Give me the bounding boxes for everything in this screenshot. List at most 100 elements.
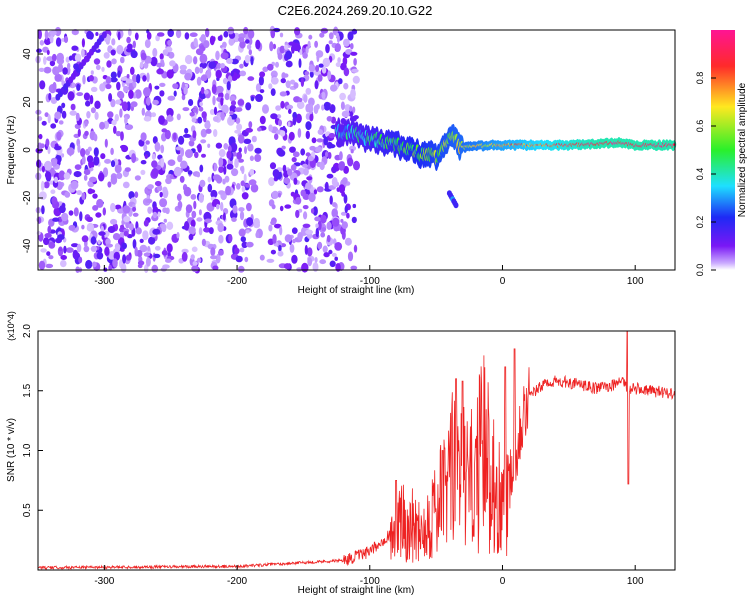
heatmap-cell bbox=[239, 247, 245, 253]
heatmap-cell bbox=[317, 220, 322, 231]
heatmap-cell bbox=[195, 48, 204, 56]
heatmap-cell bbox=[338, 78, 343, 85]
heatmap-cell bbox=[121, 101, 128, 112]
heatmap-cell bbox=[278, 192, 281, 198]
heatmap-cell bbox=[128, 223, 134, 231]
heatmap-cell bbox=[68, 224, 76, 231]
heatmap-cell bbox=[352, 106, 356, 114]
spectrogram-x-ticks: -300 -200 -100 0 100 bbox=[94, 265, 644, 287]
heatmap-cell bbox=[217, 222, 224, 233]
heatmap-cell bbox=[289, 243, 295, 253]
heatmap-cell bbox=[305, 182, 312, 190]
heatmap-cell bbox=[323, 101, 331, 111]
heatmap-cell bbox=[339, 92, 346, 101]
heatmap-cell bbox=[203, 40, 210, 49]
heatmap-cell bbox=[311, 137, 317, 144]
heatmap-cell bbox=[218, 249, 224, 256]
heatmap-cell bbox=[241, 241, 248, 249]
heatmap-cell bbox=[139, 238, 144, 243]
heatmap-cell bbox=[201, 153, 206, 158]
x-tick-label: -300 bbox=[94, 576, 114, 587]
heatmap-cell bbox=[277, 149, 286, 157]
heatmap-cell bbox=[296, 101, 305, 110]
heatmap-cell bbox=[245, 127, 254, 133]
heatmap-cell bbox=[254, 147, 262, 154]
heatmap-cell bbox=[49, 30, 57, 36]
heatmap-cell bbox=[192, 108, 197, 113]
heatmap-cell bbox=[128, 89, 134, 100]
heatmap-cell bbox=[115, 99, 122, 105]
heatmap-cell bbox=[49, 35, 54, 44]
heatmap-cell bbox=[147, 184, 154, 190]
heatmap-cell bbox=[218, 234, 224, 244]
heatmap-cell bbox=[243, 173, 247, 183]
heatmap-cell bbox=[279, 130, 286, 137]
heatmap-cell bbox=[88, 75, 94, 82]
heatmap-cell bbox=[95, 64, 101, 71]
heatmap-cell bbox=[284, 234, 292, 243]
heatmap-cell bbox=[272, 43, 277, 50]
heatmap-cell bbox=[156, 62, 163, 68]
heatmap-cell bbox=[147, 206, 153, 214]
spectrogram-main-signal bbox=[334, 117, 677, 172]
heatmap-cell bbox=[325, 43, 330, 54]
heatmap-cell bbox=[39, 143, 45, 149]
heatmap-cell bbox=[190, 219, 196, 228]
heatmap-cell bbox=[246, 202, 252, 212]
heatmap-cell bbox=[95, 212, 102, 218]
heatmap-cell bbox=[298, 208, 303, 213]
x-tick-label: -100 bbox=[360, 576, 380, 587]
heatmap-cell bbox=[218, 149, 226, 158]
heatmap-cell bbox=[268, 224, 273, 232]
heatmap-cell bbox=[244, 146, 247, 155]
snr-y-axis-label: SNR (10 * v/v) bbox=[6, 418, 17, 482]
heatmap-cell bbox=[99, 121, 106, 130]
heatmap-cell bbox=[36, 159, 42, 168]
heatmap-cell bbox=[137, 260, 145, 266]
heatmap-cell bbox=[326, 221, 332, 230]
heatmap-cell bbox=[259, 71, 266, 78]
heatmap-cell bbox=[179, 68, 187, 75]
heatmap-cell bbox=[246, 44, 252, 50]
heatmap-cell bbox=[141, 107, 145, 116]
heatmap-cell bbox=[187, 170, 193, 175]
snr-y-multiplier: (x10^4) bbox=[6, 311, 16, 341]
heatmap-cell bbox=[305, 46, 309, 54]
heatmap-cell bbox=[306, 247, 313, 257]
heatmap-cell bbox=[353, 115, 359, 120]
heatmap-cell bbox=[116, 44, 124, 55]
heatmap-cell bbox=[227, 26, 235, 35]
heatmap-cell bbox=[83, 174, 88, 181]
heatmap-cell bbox=[212, 265, 219, 271]
heatmap-cell bbox=[309, 145, 316, 151]
heatmap-cell bbox=[52, 81, 57, 91]
heatmap-cell bbox=[114, 204, 122, 210]
heatmap-cell bbox=[222, 212, 226, 221]
heatmap-cell bbox=[199, 164, 204, 173]
heatmap-cell bbox=[181, 248, 189, 254]
heatmap-cell bbox=[41, 120, 47, 126]
heatmap-cell bbox=[228, 115, 232, 123]
heatmap-cell bbox=[154, 245, 161, 251]
heatmap-cell bbox=[43, 56, 47, 65]
heatmap-cell bbox=[161, 128, 168, 133]
heatmap-cell bbox=[344, 104, 351, 112]
heatmap-cell bbox=[39, 40, 45, 46]
heatmap-cell bbox=[145, 198, 153, 204]
heatmap-cell bbox=[43, 237, 50, 246]
heatmap-cell bbox=[343, 67, 350, 77]
heatmap-cell bbox=[269, 162, 277, 170]
heatmap-cell bbox=[305, 103, 311, 113]
heatmap-cell bbox=[126, 36, 131, 44]
heatmap-cell bbox=[166, 69, 174, 79]
heatmap-cell bbox=[305, 130, 310, 140]
heatmap-cell bbox=[120, 76, 128, 81]
heatmap-cell bbox=[162, 186, 168, 194]
heatmap-cell bbox=[297, 128, 302, 138]
heatmap-cell bbox=[316, 138, 324, 143]
heatmap-cell bbox=[111, 58, 117, 65]
heatmap-cell bbox=[255, 83, 262, 92]
heatmap-cell bbox=[69, 110, 77, 116]
heatmap-cell bbox=[90, 70, 94, 75]
heatmap-cell bbox=[280, 78, 286, 84]
